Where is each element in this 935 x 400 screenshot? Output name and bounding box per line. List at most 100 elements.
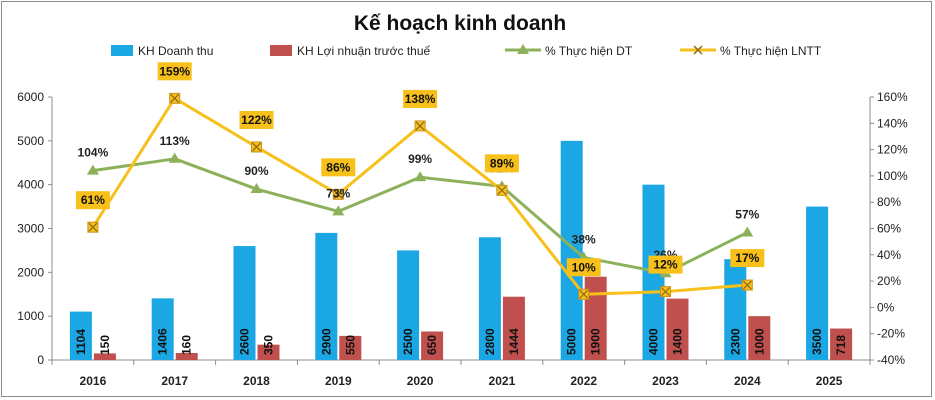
thuc-hien-dt-point (741, 226, 754, 237)
left-tick-label: 4000 (17, 178, 44, 192)
thuc-hien-lntt-label-box (157, 62, 192, 81)
bar-label-loi-nhuan: 1900 (589, 328, 603, 355)
bar-label-loi-nhuan: 1400 (671, 328, 685, 355)
x-tick-label: 2017 (161, 374, 188, 388)
thuc-hien-lntt-label-box (239, 110, 274, 129)
bar-loi-nhuan (93, 353, 116, 360)
x-tick-label: 2022 (570, 374, 597, 388)
bar-label-doanh-thu: 2600 (238, 328, 252, 355)
left-tick-label: 5000 (17, 134, 44, 148)
right-tick-label: 100% (877, 169, 908, 183)
thuc-hien-lntt-point (170, 93, 180, 103)
legend-label-thuc-hien-lntt: % Thực hiện LNTT (720, 44, 822, 58)
thuc-hien-lntt-label-box (75, 191, 110, 210)
right-tick-label: -40% (877, 353, 905, 367)
right-tick-label: -20% (877, 327, 905, 341)
left-tick-label: 0 (37, 353, 44, 367)
thuc-hien-dt-label: 57% (735, 207, 759, 221)
x-tick-label: 2021 (489, 374, 516, 388)
thuc-hien-lntt-label-box (566, 258, 601, 277)
right-tick-label: 140% (877, 116, 908, 130)
thuc-hien-lntt-point (742, 280, 752, 290)
legend: KH Doanh thu KH Lợi nhuận trước thuế % Thự… (111, 44, 822, 58)
thuc-hien-lntt-label-box (403, 89, 438, 108)
bar-label-loi-nhuan: 650 (425, 335, 439, 355)
x-tick-label: 2019 (325, 374, 352, 388)
right-tick-label: 80% (877, 195, 901, 209)
right-tick-label: 60% (877, 222, 901, 236)
left-tick-label: 2000 (17, 265, 44, 279)
right-tick-label: 120% (877, 143, 908, 157)
bar-label-loi-nhuan: 718 (834, 335, 848, 355)
bar-label-loi-nhuan: 550 (343, 335, 357, 355)
bar-doanh-thu (69, 311, 92, 360)
thuc-hien-dt-label: 99% (408, 152, 432, 166)
thuc-hien-dt-label: 73% (326, 186, 350, 200)
legend-label-loi-nhuan: KH Lợi nhuận trước thuế (297, 44, 430, 58)
thuc-hien-lntt-point (497, 185, 507, 195)
bar-loi-nhuan (584, 276, 607, 360)
thuc-hien-lntt-point (252, 142, 261, 152)
bar-doanh-thu (151, 298, 174, 360)
bar-label-doanh-thu: 2300 (728, 328, 742, 355)
bar-loi-nhuan (748, 316, 771, 360)
bar-loi-nhuan (339, 335, 362, 360)
thuc-hien-lntt-label: 10% (572, 260, 596, 274)
x-tick-label: 2025 (816, 374, 843, 388)
legend-swatch-loi-nhuan (270, 45, 292, 56)
x-tick-label: 2018 (243, 374, 270, 388)
bar-label-doanh-thu: 2800 (483, 328, 497, 355)
bar-loi-nhuan (257, 344, 280, 360)
bar-doanh-thu (397, 250, 420, 360)
left-tick-label: 1000 (17, 309, 44, 323)
data-labels: 1104 150 1406 160 2600 350 2900 550 2500 650 2800 1… (74, 62, 848, 355)
right-tick-label: 160% (877, 90, 908, 104)
thuc-hien-dt-label: 38% (572, 232, 596, 246)
thuc-hien-lntt-point (88, 222, 98, 232)
right-tick-label: 20% (877, 274, 901, 288)
thuc-hien-dt-point (250, 183, 263, 194)
bar-loi-nhuan (421, 331, 444, 360)
thuc-hien-lntt-label: 138% (405, 92, 436, 106)
left-tick-label: 6000 (17, 90, 44, 104)
thuc-hien-lntt-point (415, 121, 425, 131)
thuc-hien-dt-label: 113% (160, 134, 190, 148)
bar-loi-nhuan (666, 298, 689, 360)
thuc-hien-dt-point (86, 164, 99, 175)
bar-label-doanh-thu: 2900 (319, 328, 333, 355)
bar-label-doanh-thu: 1104 (74, 329, 88, 355)
left-tick-label: 3000 (17, 222, 44, 236)
x-tick-label: 2023 (652, 374, 679, 388)
thuc-hien-dt-label: 90% (244, 164, 268, 178)
bar-label-doanh-thu: 1406 (156, 328, 170, 355)
bar-label-doanh-thu: 2500 (401, 328, 415, 355)
right-tick-label: 0% (877, 300, 895, 314)
thuc-hien-lntt-label: 12% (653, 258, 677, 272)
bar-doanh-thu (560, 140, 583, 360)
bar-label-loi-nhuan: 150 (98, 335, 112, 355)
bar-loi-nhuan (175, 352, 198, 360)
lines (86, 92, 754, 300)
x-tick-label: 2024 (734, 374, 761, 388)
legend-label-doanh-thu: KH Doanh thu (138, 44, 213, 58)
thuc-hien-lntt-label: 61% (81, 193, 105, 207)
bar-label-loi-nhuan: 1444 (507, 328, 521, 355)
thuc-hien-lntt-label: 159% (159, 64, 190, 78)
thuc-hien-lntt-label: 89% (490, 156, 514, 170)
legend-marker-thuc-hien-lntt (693, 45, 703, 55)
bar-loi-nhuan (502, 296, 525, 360)
thuc-hien-dt-point (414, 171, 427, 182)
thuc-hien-lntt-point (661, 287, 670, 297)
thuc-hien-lntt-label-box (730, 249, 765, 268)
thuc-hien-lntt-label-box (484, 154, 519, 173)
thuc-hien-lntt-label-box (648, 255, 683, 274)
chart-title: Kế hoạch kinh doanh (354, 12, 566, 35)
thuc-hien-lntt-label: 86% (326, 160, 350, 174)
x-tick-label: 2016 (80, 374, 107, 388)
x-tick-label: 2020 (407, 374, 434, 388)
legend-swatch-doanh-thu (111, 45, 133, 56)
thuc-hien-lntt-label-box (321, 158, 356, 177)
bar-label-loi-nhuan: 350 (262, 335, 276, 355)
thuc-hien-lntt-label: 17% (735, 251, 759, 265)
